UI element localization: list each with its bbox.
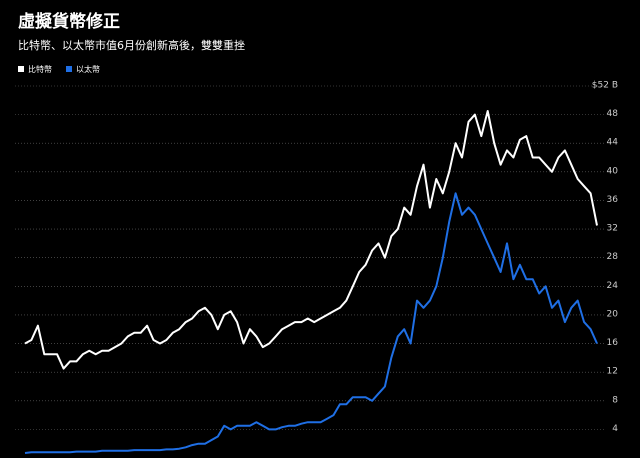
y-tick-label: 32 bbox=[607, 224, 618, 234]
y-tick-label: 24 bbox=[607, 281, 619, 291]
legend-label: 以太幣 bbox=[76, 64, 100, 74]
series-line bbox=[24, 110, 598, 370]
y-tick-label: 8 bbox=[612, 395, 618, 405]
y-tick-label: 20 bbox=[607, 309, 619, 319]
series-line bbox=[24, 192, 598, 454]
y-tick-label: 48 bbox=[607, 109, 619, 119]
y-tick-label: 36 bbox=[607, 195, 619, 205]
y-tick-label: 16 bbox=[607, 338, 619, 348]
y-tick-label: 12 bbox=[607, 367, 618, 377]
chart-title: 虛擬貨幣修正 bbox=[18, 11, 120, 32]
legend-label: 比特幣 bbox=[28, 64, 52, 74]
legend-swatch bbox=[18, 66, 24, 72]
y-tick-label: 4 bbox=[612, 424, 618, 434]
chart-subtitle: 比特幣、以太幣市值6月份創新高後，雙雙重挫 bbox=[18, 38, 245, 52]
legend-swatch bbox=[66, 66, 72, 72]
y-tick-label: 28 bbox=[607, 252, 619, 262]
y-tick-label: $52 B bbox=[592, 81, 618, 91]
y-tick-label: 44 bbox=[607, 138, 619, 148]
y-tick-label: 40 bbox=[607, 166, 619, 176]
